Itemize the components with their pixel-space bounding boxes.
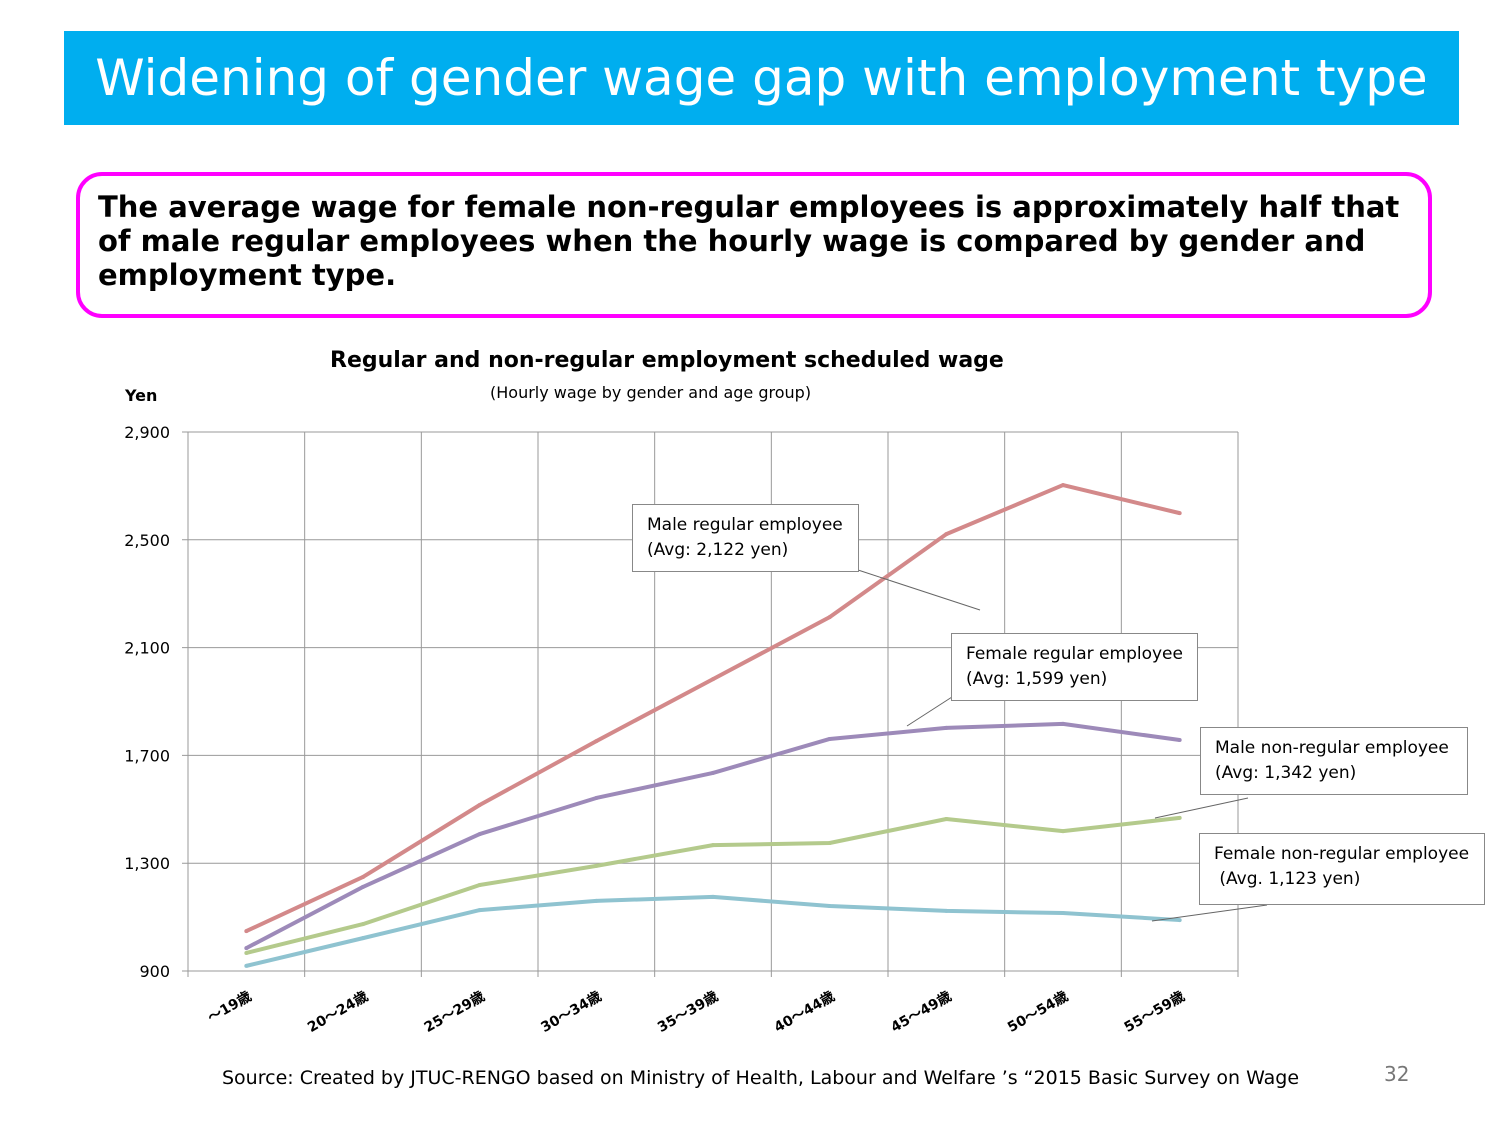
- data-point: [361, 936, 365, 941]
- data-point: [1177, 738, 1182, 743]
- data-point: [361, 922, 365, 927]
- y-tick-label: 2,100: [124, 639, 170, 658]
- data-point: [361, 874, 365, 879]
- chart-subtitle: (Hourly wage by gender and age group): [490, 383, 812, 402]
- annotation-leader-line: [906, 696, 953, 727]
- data-point: [944, 908, 949, 913]
- data-point: [711, 677, 715, 682]
- data-point: [361, 884, 365, 889]
- x-tick-label: 25～29歳: [421, 988, 487, 1036]
- x-tick-label: 50～54歳: [1005, 988, 1071, 1036]
- annotation-avg: (Avg: 1,342 yen): [1215, 763, 1357, 783]
- data-point: [244, 929, 249, 934]
- y-tick-label: 1,300: [124, 854, 170, 873]
- data-point: [244, 946, 249, 951]
- series-line-3: [245, 894, 1180, 968]
- annotation-name: Male non-regular employee: [1215, 738, 1449, 758]
- annotation-male-non-regular: Male non-regular employee (Avg: 1,342 ye…: [1200, 727, 1468, 795]
- chart-title: Regular and non-regular employment sched…: [330, 348, 1004, 373]
- source-note: Source: Created by JTUC-RENGO based on M…: [222, 1067, 1300, 1089]
- y-tick-label: 900: [139, 962, 170, 981]
- annotation-name: Female non-regular employee: [1214, 844, 1470, 864]
- page-number: 32: [1384, 1062, 1410, 1086]
- data-point: [944, 725, 949, 730]
- data-point: [711, 843, 715, 848]
- annotation-leader-line: [1154, 797, 1249, 819]
- annotation-leader-line: [1151, 904, 1268, 922]
- data-point: [827, 615, 832, 620]
- data-point: [711, 770, 715, 775]
- data-point: [1177, 918, 1182, 923]
- data-point: [594, 739, 599, 744]
- annotation-name: Female regular employee: [966, 644, 1183, 664]
- x-tick-label: 45～49歳: [888, 988, 954, 1036]
- data-point: [1061, 829, 1065, 834]
- data-point: [594, 795, 599, 800]
- annotation-leader-line: [857, 569, 981, 611]
- y-tick-label: 2,900: [124, 423, 170, 442]
- data-point: [711, 894, 715, 899]
- key-message-callout: The average wage for female non-regular …: [76, 172, 1432, 318]
- x-tick-label: 20～24歳: [305, 988, 371, 1036]
- annotation-female-non-regular: Female non-regular employee (Avg. 1,123 …: [1199, 833, 1485, 905]
- y-tick-label: 2,500: [124, 531, 170, 550]
- x-tick-label: ～19歳: [205, 988, 255, 1026]
- data-point: [1061, 721, 1065, 726]
- x-tick-label: 35～39歳: [655, 988, 721, 1036]
- slide-title: Widening of gender wage gap with employm…: [64, 31, 1459, 125]
- data-point: [827, 736, 832, 741]
- data-point: [477, 908, 482, 913]
- data-point: [827, 840, 832, 845]
- data-point: [944, 817, 949, 822]
- annotation-name: Male regular employee: [647, 515, 843, 535]
- data-point: [1177, 511, 1182, 516]
- x-tick-label: 30～34歳: [538, 988, 604, 1036]
- data-point: [244, 950, 249, 955]
- annotation-avg: (Avg: 1,599 yen): [966, 669, 1108, 689]
- annotation-female-regular: Female regular employee (Avg: 1,599 yen): [951, 633, 1198, 701]
- data-point: [477, 802, 482, 807]
- y-axis-label: Yen: [125, 386, 158, 405]
- annotation-avg: (Avg: 2,122 yen): [647, 540, 789, 560]
- data-point: [477, 883, 482, 888]
- y-tick-label: 1,700: [124, 746, 170, 765]
- data-point: [477, 832, 482, 837]
- data-point: [594, 863, 599, 868]
- data-point: [594, 898, 599, 903]
- data-point: [1177, 815, 1182, 820]
- data-point: [1061, 483, 1065, 488]
- annotation-male-regular: Male regular employee (Avg: 2,122 yen): [632, 504, 859, 572]
- data-point: [1061, 911, 1065, 916]
- data-point: [244, 963, 249, 968]
- annotation-avg: (Avg. 1,123 yen): [1214, 869, 1361, 889]
- data-point: [827, 904, 832, 909]
- data-point: [944, 532, 949, 537]
- x-tick-label: 55～59歳: [1121, 988, 1187, 1036]
- x-tick-label: 40～44歳: [771, 988, 837, 1036]
